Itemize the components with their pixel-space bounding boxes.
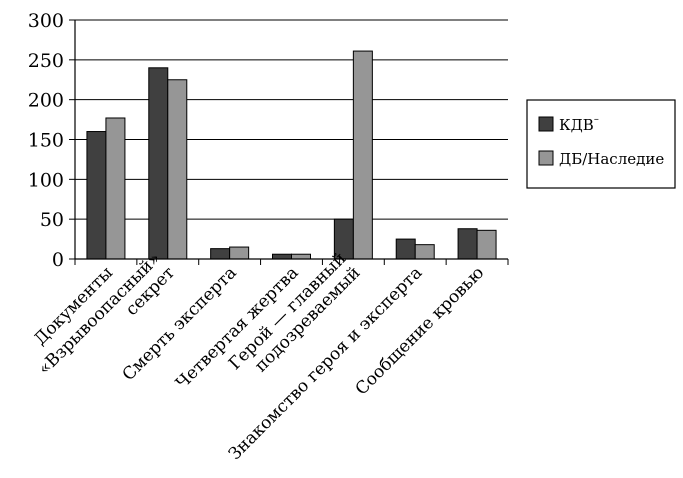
y-tick-label: 150 xyxy=(28,130,64,152)
legend-swatch-series-2 xyxy=(538,150,554,166)
y-tick-label: 50 xyxy=(40,209,64,231)
bar-series-2-cat-5 xyxy=(352,50,373,260)
y-tick-label: 250 xyxy=(28,50,64,72)
bar-series-2-cat-7 xyxy=(476,229,497,260)
legend: КДВ– ДБ/Наследие xyxy=(526,99,676,189)
legend-swatch-series-1 xyxy=(538,116,554,132)
bar-series-1-cat-4 xyxy=(272,253,292,260)
bar-series-1-cat-2 xyxy=(148,67,169,260)
bar-series-1-cat-7 xyxy=(457,228,478,260)
y-tick-label: 200 xyxy=(28,90,64,112)
bar-series-1-cat-1 xyxy=(86,131,107,260)
legend-label-series-1: КДВ– xyxy=(559,114,599,134)
legend-box xyxy=(526,99,676,189)
bars xyxy=(86,50,497,260)
bar-series-2-cat-4 xyxy=(291,253,311,260)
y-axis-tick-labels: 0 50 100 150 200 250 300 xyxy=(28,10,64,271)
bar-series-2-cat-6 xyxy=(414,244,435,260)
bar-series-1-cat-6 xyxy=(395,238,416,260)
legend-label-series-2: ДБ/Наследие xyxy=(559,150,664,168)
axes xyxy=(74,20,509,265)
bar-series-2-cat-2 xyxy=(167,79,188,260)
y-tick-label: 100 xyxy=(28,169,64,191)
bar-series-2-cat-3 xyxy=(229,246,250,260)
y-tick-label: 300 xyxy=(28,10,64,32)
bar-series-2-cat-1 xyxy=(105,117,126,260)
bar-series-1-cat-3 xyxy=(210,248,231,260)
y-tick-label: 0 xyxy=(52,249,64,271)
grid-lines xyxy=(69,19,508,260)
